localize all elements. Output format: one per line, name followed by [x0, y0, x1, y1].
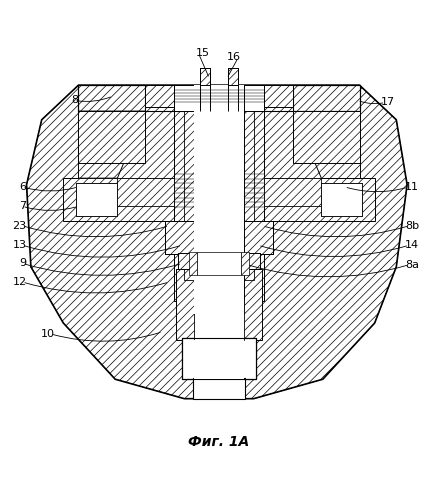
Bar: [184, 85, 194, 280]
Bar: [173, 85, 194, 301]
Bar: [78, 85, 360, 111]
Text: 11: 11: [405, 182, 419, 192]
Bar: [244, 85, 265, 301]
Text: 9: 9: [19, 258, 27, 268]
Bar: [321, 183, 362, 216]
Text: 6: 6: [20, 182, 27, 192]
Bar: [176, 269, 262, 340]
Text: 10: 10: [41, 329, 55, 339]
Bar: [240, 251, 249, 275]
Bar: [76, 183, 117, 216]
Bar: [78, 85, 145, 111]
Bar: [178, 252, 260, 269]
Text: 8: 8: [71, 95, 78, 105]
Text: 16: 16: [227, 52, 241, 62]
Bar: [194, 85, 244, 314]
Text: 8a: 8a: [405, 259, 419, 269]
Polygon shape: [27, 85, 407, 399]
Text: 7: 7: [19, 201, 27, 211]
Bar: [194, 85, 244, 314]
Bar: [265, 178, 374, 222]
Bar: [321, 183, 362, 216]
Bar: [182, 338, 256, 379]
Bar: [193, 378, 245, 399]
Bar: [182, 338, 256, 379]
Bar: [244, 85, 254, 280]
Text: 12: 12: [12, 277, 27, 287]
Bar: [194, 340, 244, 379]
Bar: [228, 68, 237, 85]
Bar: [201, 68, 210, 85]
Bar: [265, 85, 293, 107]
Polygon shape: [78, 111, 145, 178]
Bar: [117, 178, 173, 206]
Text: 23: 23: [12, 221, 27, 231]
Bar: [182, 338, 256, 379]
Text: Фиг. 1А: Фиг. 1А: [188, 435, 250, 449]
Bar: [165, 222, 273, 254]
Bar: [64, 178, 173, 222]
Bar: [189, 251, 198, 275]
Bar: [293, 85, 360, 111]
Text: 13: 13: [13, 240, 27, 250]
Bar: [194, 301, 244, 340]
Bar: [201, 68, 210, 85]
Bar: [198, 251, 240, 275]
Polygon shape: [293, 111, 360, 178]
Text: 17: 17: [381, 97, 395, 107]
Bar: [165, 222, 273, 254]
Text: 14: 14: [405, 240, 419, 250]
Text: 8b: 8b: [405, 221, 419, 231]
Bar: [178, 252, 260, 269]
Bar: [293, 111, 360, 163]
Bar: [228, 68, 237, 85]
Text: 15: 15: [196, 48, 209, 58]
Bar: [265, 178, 321, 206]
Bar: [76, 183, 117, 216]
Bar: [173, 85, 265, 111]
Bar: [145, 85, 173, 107]
Bar: [78, 111, 145, 163]
